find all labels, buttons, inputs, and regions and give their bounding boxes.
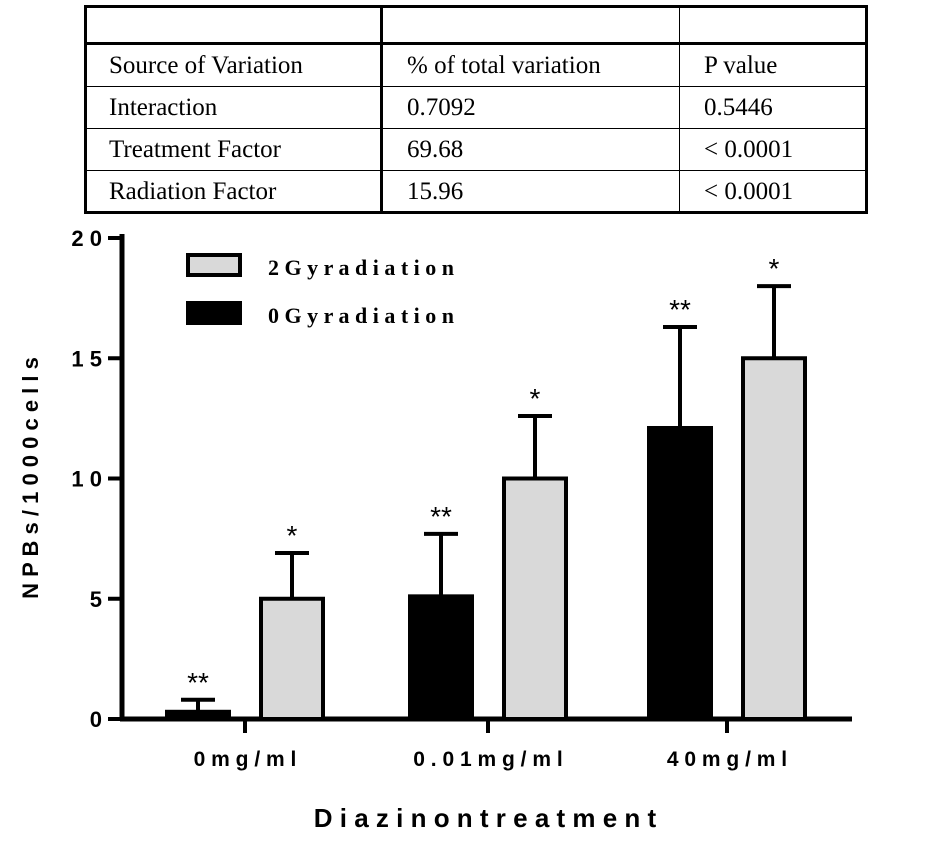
table-cell: Radiation Factor [84,170,383,213]
bar [165,709,231,722]
x-tick-label: 0 m g / m l [194,748,297,771]
y-tick-label: 2 0 [71,226,102,251]
y-tick-label: 0 [90,707,102,732]
significance-label: * [287,520,298,551]
table-row: Radiation Factor 15.96 < 0.0001 [84,170,867,213]
significance-label: ** [430,501,452,532]
y-tick-label: 5 [90,587,102,612]
table-cell [679,5,867,45]
table-cell [84,5,383,45]
x-tick-label: 0 . 0 1 m g / m l [413,748,562,771]
table-cell: < 0.0001 [679,170,867,213]
table-cell: Treatment Factor [84,128,383,171]
table-cell: < 0.0001 [679,128,867,171]
legend-swatch [186,253,242,277]
anova-table: Source of Variation % of total variation… [84,5,867,213]
table-cell: Interaction [84,86,383,129]
table-divider [84,42,866,45]
x-axis-title: D i a z i n o n t r e a t m e n t [314,803,657,833]
column-header-percent: % of total variation [381,44,680,87]
table-row: Treatment Factor 69.68 < 0.0001 [84,128,867,171]
table-header-row: Source of Variation % of total variation… [84,44,867,87]
table-cell: 0.5446 [679,86,867,129]
bar [741,356,807,721]
significance-label: ** [669,294,691,325]
bar [259,596,325,721]
y-tick-label: 1 5 [71,346,102,371]
bar-chart: 0 5 1 0 1 5 2 0 0 m g / m l 0 . 0 1 m g / m l 4… [18,226,852,833]
table-cell: 15.96 [381,170,680,213]
bar [647,425,713,721]
x-tick-label: 4 0 m g / m l [667,748,787,771]
legend-label: 2 G y r a d i a t i o n [268,255,454,280]
significance-label: * [530,383,541,414]
significance-label: * [769,253,780,284]
legend-swatch [186,301,242,325]
y-tick-label: 1 0 [71,467,102,492]
table-cell [381,5,680,45]
table-row: Interaction 0.7092 0.5446 [84,86,867,129]
significance-label: ** [187,667,209,698]
table-cell: 0.7092 [381,86,680,129]
y-axis-title: N P B s / 1 0 0 0 c e l l s [18,357,43,599]
table-header-blank-row [84,5,867,45]
bar [408,594,474,721]
bar [502,476,568,721]
legend-label: 0 G y r a d i a t i o n [268,303,454,328]
table-cell: 69.68 [381,128,680,171]
column-header-source: Source of Variation [84,44,383,87]
column-header-pvalue: P value [679,44,867,87]
